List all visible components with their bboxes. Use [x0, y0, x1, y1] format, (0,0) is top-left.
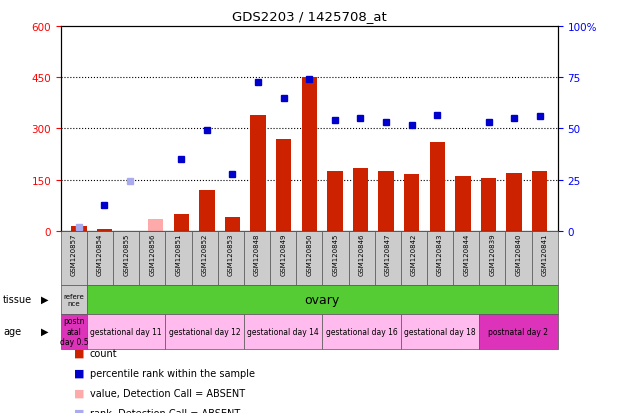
Bar	[479, 231, 505, 285]
Bar	[401, 231, 427, 285]
Bar	[401, 314, 479, 349]
Bar	[427, 231, 453, 285]
Text: tissue: tissue	[3, 294, 32, 304]
Bar	[270, 231, 296, 285]
Bar	[139, 231, 165, 285]
Text: postnatal day 2: postnatal day 2	[488, 327, 549, 336]
Text: GSM120853: GSM120853	[228, 233, 234, 275]
Bar	[429, 143, 445, 231]
Text: GDS2203 / 1425708_at: GDS2203 / 1425708_at	[232, 10, 387, 23]
Text: gestational day 11: gestational day 11	[90, 327, 162, 336]
Text: count: count	[90, 348, 117, 358]
Bar	[479, 314, 558, 349]
Bar	[322, 314, 401, 349]
Text: GSM120856: GSM120856	[149, 233, 155, 275]
Text: GSM120845: GSM120845	[333, 233, 338, 275]
Text: ovary: ovary	[304, 293, 340, 306]
Bar	[61, 285, 87, 314]
Bar	[61, 314, 87, 349]
Text: GSM120843: GSM120843	[437, 233, 443, 275]
Text: GSM120844: GSM120844	[463, 233, 469, 275]
Bar	[302, 78, 317, 231]
Bar	[199, 190, 215, 231]
Text: GSM120841: GSM120841	[542, 233, 547, 275]
Text: age: age	[3, 326, 21, 337]
Bar	[71, 226, 87, 231]
Bar	[353, 168, 368, 231]
Bar	[113, 231, 139, 285]
Text: GSM120854: GSM120854	[97, 233, 103, 275]
Bar	[276, 139, 292, 231]
Bar	[378, 172, 394, 231]
Bar	[296, 231, 322, 285]
Bar	[349, 231, 374, 285]
Text: GSM120852: GSM120852	[202, 233, 208, 275]
Bar	[404, 175, 419, 231]
Text: gestational day 18: gestational day 18	[404, 327, 476, 336]
Bar	[453, 231, 479, 285]
Text: gestational day 12: gestational day 12	[169, 327, 240, 336]
Bar	[87, 231, 113, 285]
Text: GSM120839: GSM120839	[489, 233, 495, 275]
Text: GSM120842: GSM120842	[411, 233, 417, 275]
Bar	[192, 231, 218, 285]
Bar	[251, 115, 266, 231]
Bar	[455, 177, 470, 231]
Text: ▶: ▶	[41, 326, 49, 337]
Text: GSM120847: GSM120847	[385, 233, 391, 275]
Text: ▶: ▶	[41, 294, 49, 304]
Text: percentile rank within the sample: percentile rank within the sample	[90, 368, 254, 378]
Bar	[165, 314, 244, 349]
Text: ■: ■	[74, 408, 84, 413]
Bar	[532, 172, 547, 231]
Bar	[531, 231, 558, 285]
Bar	[322, 231, 349, 285]
Text: postn
atal
day 0.5: postn atal day 0.5	[60, 317, 88, 346]
Text: GSM120850: GSM120850	[306, 233, 312, 275]
Bar	[87, 314, 165, 349]
Bar	[174, 214, 189, 231]
Bar	[165, 231, 192, 285]
Text: GSM120848: GSM120848	[254, 233, 260, 275]
Bar	[505, 231, 531, 285]
Bar	[481, 178, 496, 231]
Text: ■: ■	[74, 388, 84, 398]
Bar	[327, 172, 342, 231]
Bar	[374, 231, 401, 285]
Text: value, Detection Call = ABSENT: value, Detection Call = ABSENT	[90, 388, 245, 398]
Bar	[225, 218, 240, 231]
Text: refere
nce: refere nce	[63, 293, 85, 306]
Text: GSM120840: GSM120840	[515, 233, 521, 275]
Text: gestational day 16: gestational day 16	[326, 327, 397, 336]
Bar	[148, 219, 163, 231]
Text: GSM120851: GSM120851	[176, 233, 181, 275]
Text: GSM120846: GSM120846	[358, 233, 365, 275]
Text: ■: ■	[74, 368, 84, 378]
Text: rank, Detection Call = ABSENT: rank, Detection Call = ABSENT	[90, 408, 240, 413]
Text: GSM120849: GSM120849	[280, 233, 286, 275]
Text: ■: ■	[74, 348, 84, 358]
Bar	[244, 314, 322, 349]
Text: GSM120855: GSM120855	[123, 233, 129, 275]
Text: gestational day 14: gestational day 14	[247, 327, 319, 336]
Bar	[244, 231, 270, 285]
Text: GSM120857: GSM120857	[71, 233, 77, 275]
Bar	[61, 231, 87, 285]
Bar	[218, 231, 244, 285]
Bar	[97, 230, 112, 231]
Bar	[506, 173, 522, 231]
Bar	[87, 285, 558, 314]
